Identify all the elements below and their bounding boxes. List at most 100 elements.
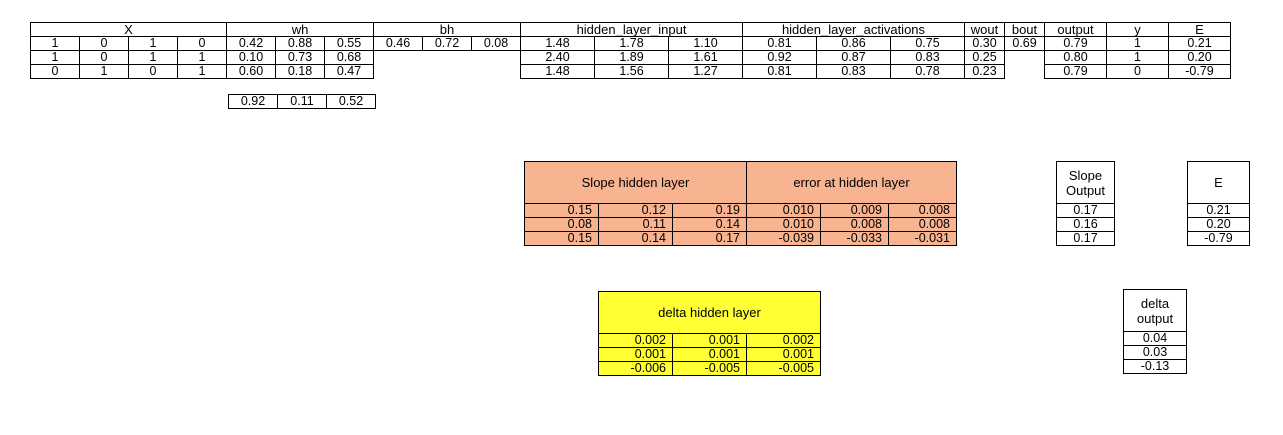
table-cell: 1.61 <box>668 50 743 65</box>
header-e: E <box>1168 22 1231 37</box>
table-cell: 0.81 <box>742 64 817 79</box>
table-cell: 0 <box>177 36 227 51</box>
table-cell: -0.13 <box>1123 359 1187 374</box>
table-cell: 0.17 <box>1056 231 1115 246</box>
table-cell: 0.30 <box>964 36 1005 51</box>
table-cell: 1 <box>30 36 80 51</box>
table-row: 0.17 <box>1056 203 1115 218</box>
table-cell: -0.031 <box>888 231 957 246</box>
table-cell: 0.88 <box>275 36 325 51</box>
table-cell: 0.21 <box>1187 203 1250 218</box>
table-row: 1 0 1 0 0.42 0.88 0.55 0.46 0.72 0.08 1.… <box>30 36 1231 51</box>
table-cell: 0.16 <box>1056 217 1115 232</box>
table-cell: 0 <box>1106 64 1169 79</box>
header-y: y <box>1106 22 1169 37</box>
slope-output-title-line2: Output <box>1065 182 1106 198</box>
slope-output-block: Slope Output 0.17 0.16 0.17 <box>1056 161 1115 246</box>
table-cell: 1 <box>30 50 80 65</box>
table-cell: 0 <box>79 50 129 65</box>
table-row: 0.15 0.12 0.19 0.010 0.009 0.008 <box>524 203 957 218</box>
table-row: 0.16 <box>1056 217 1115 232</box>
table-cell: 0.23 <box>964 64 1005 79</box>
delta-output-block: delta output 0.04 0.03 -0.13 <box>1123 289 1187 374</box>
header-x: X <box>30 22 227 37</box>
table-row: 0 1 0 1 0.60 0.18 0.47 1.48 1.56 1.27 0.… <box>30 64 1231 79</box>
table-cell: -0.005 <box>672 361 747 376</box>
table-cell: -0.005 <box>746 361 821 376</box>
table-cell: 0.73 <box>275 50 325 65</box>
e-grid: E 0.21 0.20 -0.79 <box>1187 161 1250 246</box>
header-bout: bout <box>1004 22 1045 37</box>
table-cell: 0.001 <box>598 347 673 362</box>
table-cell: 0.46 <box>373 36 423 51</box>
table-cell: 0.12 <box>598 203 673 218</box>
table-cell: 0 <box>79 36 129 51</box>
table-cell: 0.010 <box>746 217 821 232</box>
table-cell: -0.006 <box>598 361 673 376</box>
slope-output-title: Slope Output <box>1056 161 1115 204</box>
table-cell: 1 <box>128 50 178 65</box>
table-cell: 0.001 <box>672 333 747 348</box>
table-row: -0.006 -0.005 -0.005 <box>598 361 821 376</box>
table-cell: 0.42 <box>226 36 276 51</box>
table-cell: 1 <box>1106 36 1169 51</box>
main-grid: X wh bh hidden_layer_input hidden_layer_… <box>30 22 1231 79</box>
table-row: 0.21 <box>1187 203 1250 218</box>
table-row: 0.08 0.11 0.14 0.010 0.008 0.008 <box>524 217 957 232</box>
table-row: 0.04 <box>1123 331 1187 346</box>
table-row: 1 0 1 1 0.10 0.73 0.68 2.40 1.89 1.61 0.… <box>30 50 1231 65</box>
empty-cell <box>1004 50 1045 65</box>
delta-hidden-title: delta hidden layer <box>598 291 821 334</box>
header-bh: bh <box>373 22 521 37</box>
table-row: 0.17 <box>1056 231 1115 246</box>
table-cell: 0.08 <box>524 217 599 232</box>
table-cell: 0.002 <box>746 333 821 348</box>
table-cell: 0.11 <box>277 94 327 109</box>
delta-output-title-line1: delta <box>1140 295 1170 311</box>
header-row: Slope hidden layer error at hidden layer <box>524 161 957 204</box>
table-cell: 0.60 <box>226 64 276 79</box>
table-cell: -0.039 <box>746 231 821 246</box>
table-cell: 0 <box>128 64 178 79</box>
table-cell: 0.010 <box>746 203 821 218</box>
slope-error-grid: Slope hidden layer error at hidden layer… <box>524 161 957 246</box>
table-cell: 0.008 <box>888 203 957 218</box>
table-cell: 0.04 <box>1123 331 1187 346</box>
table-cell: 0.68 <box>324 50 374 65</box>
table-cell: 0.69 <box>1004 36 1045 51</box>
table-cell: 0.87 <box>816 50 891 65</box>
table-cell: 0 <box>30 64 80 79</box>
table-cell: 1 <box>177 64 227 79</box>
header-wout: wout <box>964 22 1005 37</box>
delta-hidden-block: delta hidden layer 0.002 0.001 0.002 0.0… <box>598 291 821 376</box>
table-cell: 1.78 <box>594 36 669 51</box>
table-cell: 0.75 <box>890 36 965 51</box>
empty-cell <box>374 65 521 79</box>
table-cell: 0.008 <box>820 217 889 232</box>
table-cell: 0.79 <box>1044 64 1107 79</box>
table-cell: 0.86 <box>816 36 891 51</box>
table-cell: 0.002 <box>598 333 673 348</box>
table-cell: 0.83 <box>890 50 965 65</box>
table-row: 0.001 0.001 0.001 <box>598 347 821 362</box>
header-hidden-layer-input: hidden_layer_input <box>520 22 743 37</box>
header-row: Slope Output <box>1056 161 1115 204</box>
table-cell: 0.19 <box>672 203 747 218</box>
table-cell: 0.20 <box>1168 50 1231 65</box>
table-row: 0.92 0.11 0.52 <box>228 94 376 109</box>
table-cell: 1 <box>128 36 178 51</box>
table-cell: 0.55 <box>324 36 374 51</box>
table-cell: 0.008 <box>888 217 957 232</box>
table-cell: 1 <box>1106 50 1169 65</box>
table-cell: -0.79 <box>1187 231 1250 246</box>
delta-hidden-grid: delta hidden layer 0.002 0.001 0.002 0.0… <box>598 291 821 376</box>
slope-hidden-title: Slope hidden layer <box>524 161 747 204</box>
table-cell: -0.033 <box>820 231 889 246</box>
table-cell: 0.25 <box>964 50 1005 65</box>
table-cell: 0.15 <box>524 203 599 218</box>
table-cell: 0.47 <box>324 64 374 79</box>
table-cell: 0.001 <box>746 347 821 362</box>
table-row: 0.03 <box>1123 345 1187 360</box>
table-cell: 1.27 <box>668 64 743 79</box>
table-cell: 1 <box>79 64 129 79</box>
